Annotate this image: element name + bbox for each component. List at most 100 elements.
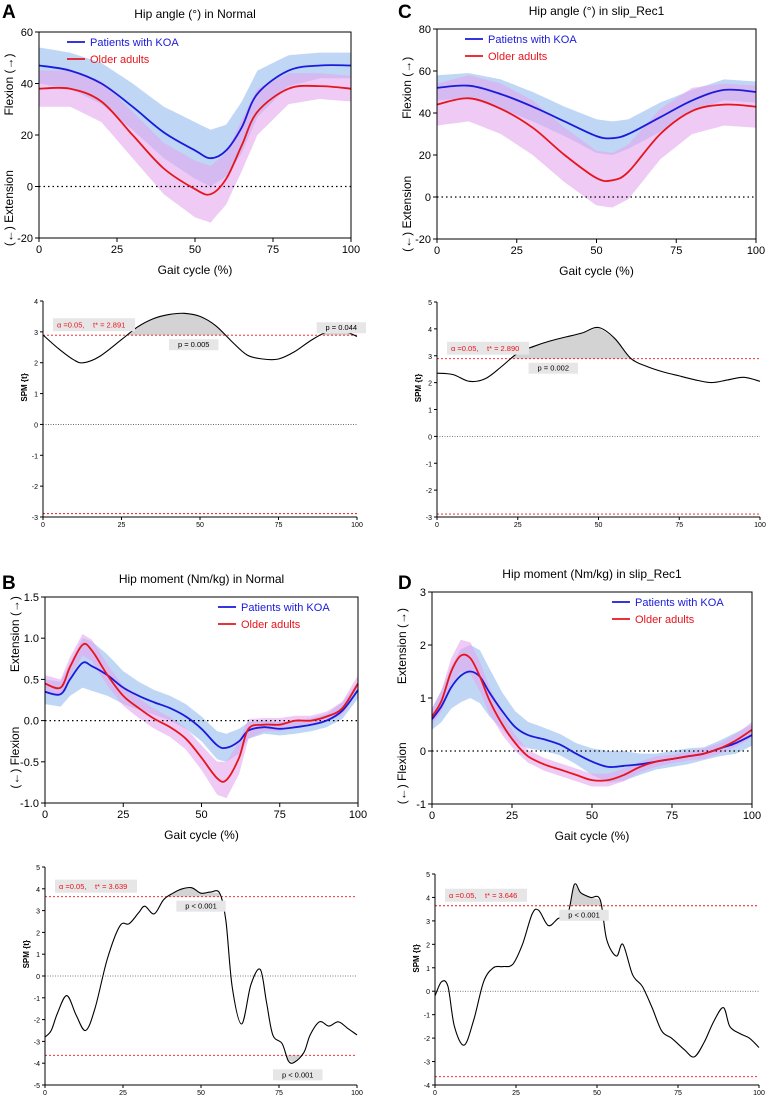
- x-tick-label: 0: [42, 809, 48, 821]
- x-tick-label: 50: [595, 522, 603, 529]
- x-tick-label: 100: [342, 244, 360, 256]
- threshold-label-tstar: t* = 2.890: [487, 344, 519, 353]
- spm-curve: [434, 883, 760, 1058]
- y-tick-label: 2: [36, 930, 40, 937]
- y-tick-label: -2: [32, 484, 38, 491]
- y-tick-label: -1: [424, 1013, 430, 1020]
- threshold-label-tstar: t* = 3.639: [95, 882, 127, 891]
- chart-title: Hip angle (°) in slip_Rec1: [529, 4, 665, 18]
- x-tick-label: 25: [514, 522, 522, 529]
- x-tick-label: 100: [349, 809, 367, 821]
- x-tick-label: 50: [195, 809, 207, 821]
- y-tick-label: 0: [36, 974, 40, 981]
- y-tick-label: -3: [32, 515, 38, 522]
- p-value-box: [528, 362, 578, 374]
- y-tick-label: 3: [36, 909, 40, 916]
- y-tick-label: -1: [426, 461, 432, 468]
- y-tick-label: 1: [426, 966, 430, 973]
- y-tick-label: 0: [27, 182, 33, 194]
- y-axis-label: SPM {t}: [412, 944, 421, 972]
- p-value-label: p = 0.044: [326, 323, 358, 332]
- y-tick-label: 40: [419, 108, 431, 120]
- legend-label-older: Older adults: [90, 54, 150, 66]
- x-tick-label: 75: [670, 245, 682, 257]
- y-axis-label-top: Flexion (→): [2, 54, 16, 116]
- supra-threshold-cluster: [168, 887, 220, 897]
- y-tick-label: -20: [17, 233, 33, 245]
- x-tick-label: 25: [511, 245, 523, 257]
- y-tick-label: -2: [426, 488, 432, 495]
- y-axis-label: SPM {t}: [20, 373, 29, 401]
- y-tick-label: -3: [34, 1039, 40, 1046]
- y-tick-label: 5: [36, 865, 40, 872]
- x-tick-label: 75: [274, 809, 286, 821]
- threshold-label-box: [53, 318, 135, 332]
- y-tick-label: 2: [426, 942, 430, 949]
- chart-a-spm: 0 25 50 75 100 -3 -2 -1 0 1 2 3 4 SPM {t} α =0.05, t* =…: [20, 299, 366, 529]
- y-tick-label: 2: [420, 640, 426, 652]
- p-value-label: p < 0.001: [185, 902, 217, 911]
- x-tick-label: 25: [118, 522, 126, 529]
- y-tick-label: 0: [425, 192, 431, 204]
- p-value-box: [559, 909, 609, 921]
- x-tick-label: 75: [675, 522, 683, 529]
- y-axis-label-top: Extension (→): [8, 596, 22, 672]
- y-tick-label: 1: [36, 952, 40, 959]
- y-axis-label: SPM {t}: [22, 940, 31, 968]
- y-tick-label: 1: [34, 392, 38, 399]
- chart-d-spm: 0 25 50 75 100 -4 -3 -2 -1 0 1 2 3 4 5 SPM {t} α =0.05, t…: [412, 872, 765, 1095]
- y-tick-label: -2: [424, 1036, 430, 1043]
- x-tick-label: 75: [275, 522, 283, 529]
- y-tick-label: -4: [424, 1083, 430, 1090]
- spm-curve: [42, 312, 358, 364]
- legend-label-older: Older adults: [241, 619, 301, 631]
- p-value-box: [176, 900, 226, 912]
- y-tick-label: -1: [416, 799, 426, 811]
- x-tick-label: 100: [743, 810, 761, 822]
- y-tick-label: 1: [420, 693, 426, 705]
- y-tick-label: -1: [34, 996, 40, 1003]
- chart-b-spm: 0 25 50 75 100 -5 -4 -3 -2 -1 0 1 2 3 4 5 SPM {t} α =0.05…: [22, 865, 363, 1095]
- y-axis-label-top: Flexion (→): [400, 57, 414, 119]
- x-axis-label: Gait cycle (%): [158, 263, 233, 277]
- x-tick-label: 75: [275, 1090, 283, 1095]
- threshold-label-alpha: α =0.05,: [57, 321, 84, 330]
- mean-line-koa: [38, 64, 352, 160]
- p-value-label: p = 0.005: [178, 340, 210, 349]
- y-tick-label: 0.5: [24, 674, 39, 686]
- y-tick-label: 2: [428, 381, 432, 388]
- x-tick-label: 25: [111, 244, 123, 256]
- panel-label-c: C: [398, 2, 412, 23]
- x-tick-label: 0: [435, 522, 439, 529]
- y-axis-label: SPM {t}: [414, 374, 423, 402]
- y-tick-label: -3: [424, 1060, 430, 1067]
- y-tick-label: 2: [34, 361, 38, 368]
- y-tick-label: 5: [428, 300, 432, 307]
- y-tick-label: -0.5: [20, 757, 39, 769]
- y-tick-label: 40: [21, 79, 33, 91]
- x-tick-label: 50: [196, 522, 204, 529]
- mean-line-koa: [436, 84, 757, 140]
- y-tick-label: -4: [34, 1061, 40, 1068]
- plot-frame: [44, 596, 359, 804]
- spm-curve: [44, 886, 358, 1064]
- chart-b: 0 25 50 75 100 -1.0 -0.5 0.0 0.5 1.0 1.5 Hip moment…: [8, 572, 367, 842]
- y-tick-label: -2: [34, 1018, 40, 1025]
- y-axis-label-bottom: (←) Extension: [400, 176, 414, 252]
- y-axis-label-bottom: (←) Extension: [2, 170, 16, 246]
- supra-threshold-cluster: [511, 327, 631, 359]
- y-tick-label: -20: [415, 234, 431, 246]
- x-tick-label: 100: [747, 245, 765, 257]
- x-tick-label: 100: [351, 1090, 363, 1095]
- x-tick-label: 75: [267, 244, 279, 256]
- threshold-label-alpha: α =0.05,: [59, 882, 86, 891]
- x-tick-label: 50: [197, 1090, 205, 1095]
- sd-band-older: [39, 70, 351, 223]
- x-tick-label: 25: [119, 1090, 127, 1095]
- x-tick-label: 100: [351, 522, 363, 529]
- threshold-label-alpha: α =0.05,: [449, 891, 476, 900]
- y-tick-label: 3: [428, 354, 432, 361]
